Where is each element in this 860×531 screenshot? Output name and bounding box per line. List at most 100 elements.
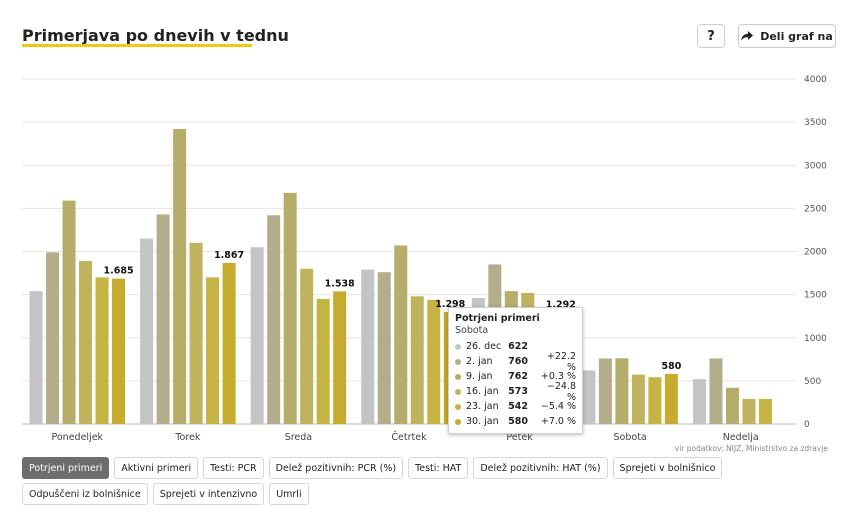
tooltip-row: 26. dec 622 — [455, 339, 576, 354]
series-dot-icon — [455, 373, 461, 380]
tab-aktivni-primeri[interactable]: Aktivni primeri — [114, 457, 199, 479]
data-label: 1.685 — [104, 266, 134, 277]
bar — [582, 370, 596, 424]
tooltip-week: 23. jan — [466, 401, 499, 412]
series-dot-icon — [455, 403, 461, 410]
tooltip-title: Potrjeni primeri — [455, 313, 540, 324]
y-tick-label: 500 — [804, 377, 821, 387]
tab-delez-pozitivnih-hat[interactable]: Delež pozitivnih: HAT (%) — [473, 457, 608, 479]
y-tick-label: 0 — [804, 420, 810, 430]
tooltip-week: 16. jan — [466, 386, 499, 397]
data-label: 580 — [661, 361, 681, 372]
x-tick-label: Ponedeljek — [51, 432, 103, 443]
share-button[interactable]: Deli graf na — [738, 24, 836, 48]
tab-umrli[interactable]: Umrli — [269, 483, 309, 505]
x-tick-label: Torek — [174, 432, 201, 443]
y-tick-label: 1500 — [804, 291, 827, 301]
data-label: 1.538 — [325, 278, 355, 289]
data-label: 1.298 — [435, 299, 465, 310]
tab-testi-hat[interactable]: Testi: HAT — [408, 457, 469, 479]
bar — [394, 245, 408, 424]
series-dot-icon — [455, 343, 461, 350]
tooltip-row: 9. jan 762 +0.3 % — [455, 369, 576, 384]
tooltip-day: Sobota — [455, 325, 489, 336]
bar — [62, 200, 76, 424]
bar — [267, 215, 281, 424]
data-source: vir podatkov: NIJZ, Ministrstvo za zdrav… — [674, 444, 828, 453]
tab-testi-pcr[interactable]: Testi: PCR — [203, 457, 264, 479]
bar — [173, 129, 187, 424]
bar — [250, 247, 264, 424]
tooltip-change: −24.8 % — [546, 380, 576, 403]
bar — [140, 238, 154, 424]
y-tick-label: 3500 — [804, 118, 827, 128]
bar — [222, 262, 236, 424]
bar-chart: 0 500 1000 1500 2000 2500 3000 3500 4000 Ponedelj… — [22, 75, 827, 443]
tab-potrjeni-primeri[interactable]: Potrjeni primeri — [22, 457, 110, 479]
tooltip-change: +22.2 % — [546, 350, 576, 373]
tooltip-change: +7.0 % — [540, 416, 576, 427]
tooltip-value: 542 — [508, 401, 529, 412]
chart-title: Primerjava po dnevih v tednu — [22, 26, 289, 45]
metric-tabs: Potrjeni primeri Aktivni primeri Testi: … — [22, 457, 812, 505]
tooltip-week: 2. jan — [466, 356, 493, 367]
bar — [709, 358, 723, 424]
series-dot-icon — [455, 388, 461, 395]
tooltip-week: 30. jan — [466, 416, 499, 427]
bar — [377, 272, 391, 424]
x-tick-label: Petek — [506, 432, 533, 443]
bar — [361, 269, 375, 424]
tooltip-week: 9. jan — [466, 371, 493, 382]
y-tick-label: 4000 — [804, 75, 827, 85]
y-tick-label: 3000 — [804, 161, 827, 171]
bar — [427, 299, 441, 424]
bar — [758, 398, 772, 424]
y-tick-label: 2500 — [804, 204, 827, 214]
tooltip-value: 622 — [508, 341, 529, 352]
bar — [206, 277, 220, 424]
bar — [300, 268, 314, 424]
tooltip-change: +0.3 % — [540, 371, 576, 382]
tooltip-value: 762 — [508, 371, 529, 382]
bar — [725, 387, 739, 424]
tooltip-value: 760 — [508, 356, 529, 367]
tooltip-row: 16. jan 573 −24.8 % — [455, 381, 576, 403]
x-tick-label: Sreda — [285, 432, 312, 443]
share-arrow-icon — [741, 31, 754, 41]
x-tick-label: Četrtek — [391, 431, 427, 443]
tab-sprejeti-v-bolnisnico[interactable]: Sprejeti v bolnišnico — [612, 457, 723, 479]
chart-tooltip: Potrjeni primeri Sobota 26. dec 622 2. j… — [448, 307, 583, 434]
tooltip-row: 23. jan 542 −5.4 % — [455, 399, 576, 414]
tooltip-week: 26. dec — [466, 341, 502, 352]
bar — [631, 374, 645, 424]
bar — [189, 242, 203, 424]
x-tick-label: Nedelja — [723, 432, 759, 443]
x-tick-label: Sobota — [614, 432, 647, 443]
bar — [664, 373, 678, 424]
bar — [598, 358, 612, 424]
tab-odpusceni-iz-bolnisnice[interactable]: Odpuščeni iz bolnišnice — [22, 483, 148, 505]
tooltip-row: 30. jan 580 +7.0 % — [455, 414, 576, 429]
help-button[interactable]: ? — [697, 24, 725, 48]
bar — [692, 379, 706, 424]
bar — [112, 278, 126, 424]
bar — [316, 298, 330, 424]
bar — [29, 291, 43, 424]
bar — [410, 296, 424, 424]
bar — [615, 358, 629, 424]
bar — [648, 377, 662, 424]
bar — [283, 192, 297, 424]
bar — [95, 277, 109, 424]
bar — [46, 252, 60, 424]
tab-sprejeti-v-intenzivno[interactable]: Sprejeti v intenzivno — [152, 483, 265, 505]
bar — [156, 214, 170, 424]
share-button-label: Deli graf na — [760, 29, 833, 43]
bar — [79, 260, 93, 424]
tooltip-value: 580 — [508, 416, 529, 427]
tab-delez-pozitivnih-pcr[interactable]: Delež pozitivnih: PCR (%) — [268, 457, 404, 479]
series-dot-icon — [455, 358, 461, 365]
tooltip-change: −5.4 % — [540, 401, 576, 412]
tooltip-value: 573 — [508, 386, 529, 397]
y-tick-label: 1000 — [804, 334, 827, 344]
bar — [742, 398, 756, 424]
